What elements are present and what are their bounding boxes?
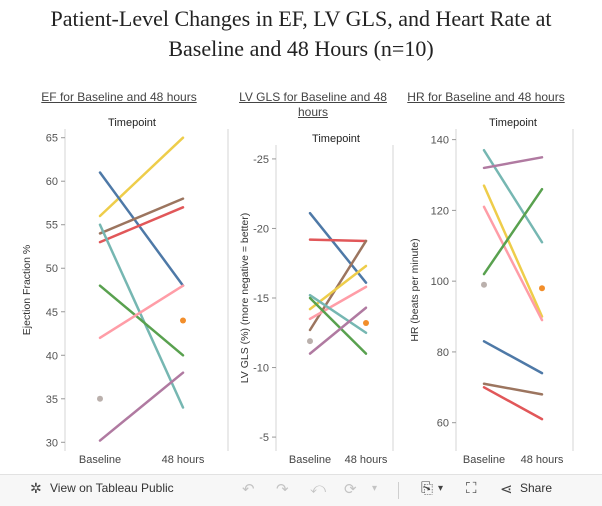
charts-canvas: 30 35 40 45 50 55 60 65 Baseline 48 hours Ejection… xyxy=(21,129,574,466)
refresh-icon[interactable]: ⟳ xyxy=(344,481,357,498)
ef-y-axis-label: Ejection Fraction % xyxy=(21,245,33,335)
hr-series-point xyxy=(539,285,545,292)
gls-series-line xyxy=(308,238,368,243)
redo-icon[interactable]: ↷ xyxy=(276,481,289,498)
hr-y-tick-label: 120 xyxy=(431,205,449,217)
ef-series-line xyxy=(98,171,185,287)
hr-chart: 60 80 100 120 140 Baseline 48 hours HR (beats p… xyxy=(409,129,574,466)
hr-series-line xyxy=(482,386,544,421)
share-icon[interactable]: ⋖ xyxy=(500,481,513,498)
ef-series-line xyxy=(98,136,185,218)
hr-series-line xyxy=(482,187,544,276)
ef-series-line xyxy=(98,284,185,340)
gls-series-line xyxy=(308,239,368,332)
hr-series-line xyxy=(482,340,544,375)
main-title-line1: Patient-Level Changes in EF, LV GLS, and… xyxy=(50,6,552,31)
main-title-line2: Baseline and 48 Hours (n=10) xyxy=(168,36,434,61)
gls-series-line xyxy=(308,296,368,355)
view-on-tableau-link[interactable]: View on Tableau Public xyxy=(50,481,174,495)
pause-icon[interactable]: ▾ xyxy=(372,483,378,494)
ef-x-tick-label: 48 hours xyxy=(162,454,205,466)
ef-panel-title: EF for Baseline and 48 hours xyxy=(41,90,197,104)
ef-series-line xyxy=(98,206,185,244)
ef-y-tick-label: 40 xyxy=(46,350,58,362)
gls-y-tick-label: -25 xyxy=(253,154,269,166)
gls-series-point xyxy=(363,320,369,327)
ef-series-line xyxy=(98,371,185,442)
gls-timepoint-header: Timepoint xyxy=(312,133,360,145)
share-button[interactable]: Share xyxy=(520,481,553,495)
hr-series-line xyxy=(482,156,544,170)
hr-y-tick-label: 100 xyxy=(431,276,449,288)
hr-series-line xyxy=(482,382,544,396)
hr-series-point xyxy=(481,281,487,288)
gls-series-point xyxy=(307,338,313,345)
gls-y-tick-label: -5 xyxy=(259,432,269,444)
gls-series-line xyxy=(308,293,368,335)
gls-series-line xyxy=(308,285,368,321)
ef-y-tick-label: 65 xyxy=(46,133,58,145)
gls-series-line xyxy=(308,211,368,284)
hr-x-tick-label: 48 hours xyxy=(521,454,564,466)
download-icon[interactable]: ⎘ xyxy=(421,480,434,497)
revert-icon[interactable]: ⤺ xyxy=(310,480,327,497)
gls-x-tick-label: Baseline xyxy=(289,454,331,466)
main-title: Patient-Level Changes in EF, LV GLS, and… xyxy=(0,4,602,64)
ef-y-tick-label: 50 xyxy=(46,263,58,275)
ef-timepoint-header: Timepoint xyxy=(108,117,156,129)
ef-series-line xyxy=(98,197,185,235)
ef-y-tick-label: 30 xyxy=(46,437,58,449)
ef-y-tick-label: 35 xyxy=(46,394,58,406)
ef-x-tick-label: Baseline xyxy=(79,454,121,466)
ef-y-tick-label: 45 xyxy=(46,307,58,319)
ef-y-tick-label: 55 xyxy=(46,220,58,232)
tableau-toolbar: ✲ View on Tableau Public ↶ ↷ ⤺ ⟳ ▾ ⎘ ▾ ⛶… xyxy=(0,474,602,506)
hr-series-line xyxy=(482,184,544,318)
fullscreen-icon[interactable]: ⛶ xyxy=(466,480,477,497)
hr-y-tick-label: 60 xyxy=(437,418,449,430)
tableau-logo-icon[interactable]: ✲ xyxy=(30,480,42,496)
ef-series-point xyxy=(180,317,186,324)
ef-chart: 30 35 40 45 50 55 60 65 Baseline 48 hours Ejection… xyxy=(21,129,229,466)
ef-series-line xyxy=(98,284,185,357)
gls-y-tick-label: -20 xyxy=(253,223,269,235)
ef-y-tick-label: 60 xyxy=(46,176,58,188)
gls-y-tick-label: -10 xyxy=(253,363,269,375)
gls-panel-title: LV GLS for Baseline and 48 hours xyxy=(239,90,387,119)
hr-series-line xyxy=(482,148,544,244)
gls-y-axis-label: LV GLS (%) (more negative = better) xyxy=(239,213,251,384)
download-dropdown-icon[interactable]: ▾ xyxy=(438,483,444,494)
gls-chart: -25 -20 -15 -10 -5 Baseline 48 hours LV GLS (%)… xyxy=(239,145,394,466)
hr-x-tick-label: Baseline xyxy=(463,454,505,466)
hr-timepoint-header: Timepoint xyxy=(489,117,537,129)
undo-icon[interactable]: ↶ xyxy=(242,481,255,498)
gls-x-tick-label: 48 hours xyxy=(345,454,388,466)
gls-series-line xyxy=(308,306,368,355)
hr-series-line xyxy=(482,205,544,322)
ef-series-line xyxy=(98,223,185,409)
hr-y-tick-label: 140 xyxy=(431,135,449,147)
ef-series-point xyxy=(97,395,103,402)
hr-panel-title: HR for Baseline and 48 hours xyxy=(407,90,565,104)
hr-y-axis-label: HR (beats per minute) xyxy=(409,238,421,341)
toolbar-divider xyxy=(398,482,399,499)
gls-y-tick-label: -15 xyxy=(253,293,269,305)
hr-y-tick-label: 80 xyxy=(437,347,449,359)
